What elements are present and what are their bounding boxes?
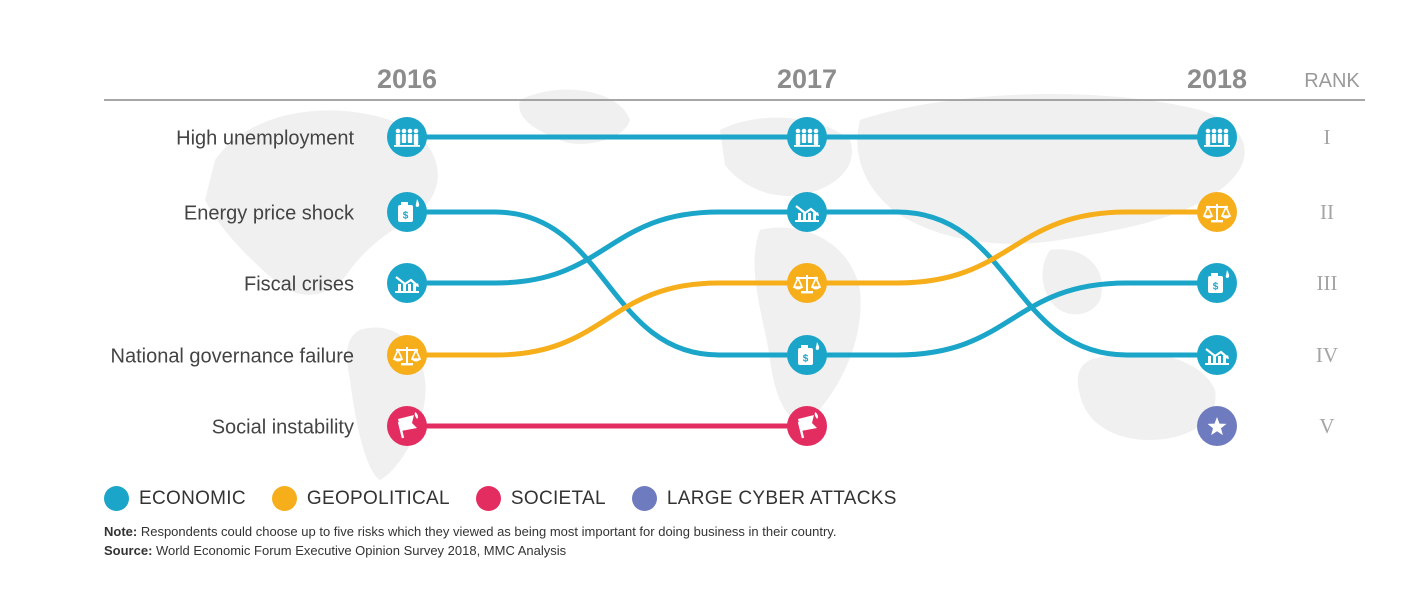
series-line bbox=[804, 280, 1220, 358]
series-marker: $ bbox=[387, 192, 427, 232]
fuel-can-icon: $ bbox=[1208, 270, 1230, 293]
series-marker bbox=[387, 263, 427, 303]
legend: ECONOMIC GEOPOLITICAL SOCIETAL LARGE CYB… bbox=[104, 486, 923, 511]
rank-header: RANK bbox=[1304, 70, 1360, 92]
series-marker bbox=[787, 263, 827, 303]
rank-numeral: II bbox=[1320, 200, 1334, 224]
year-label-2017: 2017 bbox=[777, 64, 837, 94]
legend-item-societal: SOCIETAL bbox=[475, 486, 606, 511]
series-marker bbox=[387, 406, 427, 446]
series-marker bbox=[787, 192, 827, 232]
legend-swatch-economic bbox=[104, 486, 129, 511]
series-line bbox=[404, 280, 810, 358]
scales-icon bbox=[792, 275, 822, 294]
source-line: Source: World Economic Forum Executive O… bbox=[104, 541, 836, 560]
legend-label-societal: SOCIETAL bbox=[510, 487, 606, 509]
series-lines bbox=[404, 134, 1220, 429]
bank-decline-icon bbox=[1205, 348, 1229, 365]
series-marker: $ bbox=[787, 335, 827, 375]
series-line bbox=[804, 209, 1220, 358]
svg-text:$: $ bbox=[803, 354, 809, 365]
scales-icon bbox=[1202, 204, 1232, 223]
row-label: National governance failure bbox=[111, 345, 355, 367]
series-marker bbox=[387, 335, 427, 375]
row-label: Energy price shock bbox=[184, 202, 355, 224]
rank-numeral: III bbox=[1317, 271, 1338, 295]
chart-header: 2016 2017 2018 RANK bbox=[104, 64, 1365, 101]
legend-label-geopolitical: GEOPOLITICAL bbox=[306, 487, 450, 509]
note-text: Respondents could choose up to five risk… bbox=[137, 524, 837, 539]
series-line bbox=[404, 209, 810, 358]
people-icon bbox=[1204, 128, 1230, 147]
row-label: Social instability bbox=[212, 416, 354, 438]
bank-decline-icon bbox=[395, 276, 419, 293]
svg-text:$: $ bbox=[403, 211, 409, 222]
people-icon bbox=[794, 128, 820, 147]
series-marker bbox=[1197, 117, 1237, 157]
fuel-can-icon: $ bbox=[398, 199, 420, 222]
legend-item-geopolitical: GEOPOLITICAL bbox=[271, 486, 450, 511]
series-line bbox=[404, 209, 810, 286]
legend-item-economic: ECONOMIC bbox=[104, 486, 246, 511]
series-marker bbox=[787, 117, 827, 157]
risk-labels: High unemployment Energy price shock Fisca… bbox=[111, 125, 1339, 438]
legend-label-economic: ECONOMIC bbox=[139, 487, 246, 509]
row-label: Fiscal crises bbox=[244, 273, 354, 295]
rank-numeral: IV bbox=[1316, 343, 1338, 367]
series-marker bbox=[1197, 406, 1237, 446]
year-label-2018: 2018 bbox=[1187, 64, 1247, 94]
note-label: Note: bbox=[104, 524, 138, 539]
scales-icon bbox=[392, 347, 422, 366]
note-line: Note: Respondents could choose up to fiv… bbox=[104, 522, 836, 541]
legend-swatch-societal bbox=[475, 486, 501, 511]
legend-item-cyber: LARGE CYBER ATTACKS bbox=[631, 486, 897, 511]
series-line bbox=[804, 209, 1220, 286]
protest-flag-icon bbox=[397, 412, 419, 439]
svg-text:$: $ bbox=[1213, 282, 1219, 293]
series-marker bbox=[787, 406, 827, 446]
rank-numeral: I bbox=[1324, 125, 1331, 149]
protest-flag-icon bbox=[797, 412, 819, 439]
marker-circle bbox=[387, 117, 427, 157]
star-icon bbox=[1207, 417, 1227, 436]
marker-circle bbox=[787, 117, 827, 157]
source-text: World Economic Forum Executive Opinion S… bbox=[152, 543, 567, 558]
bump-chart-svg: 2016 2017 2018 RANK High unemployment Energy… bbox=[104, 64, 1365, 480]
row-label: High unemployment bbox=[176, 127, 354, 149]
marker-circle bbox=[1197, 117, 1237, 157]
year-label-2016: 2016 bbox=[377, 64, 437, 94]
source-label: Source: bbox=[104, 543, 153, 558]
fuel-can-icon: $ bbox=[798, 342, 820, 365]
bank-decline-icon bbox=[795, 205, 819, 222]
series-marker: $ bbox=[1197, 263, 1237, 303]
legend-swatch-geopolitical bbox=[271, 486, 297, 511]
series-markers: $ $ $ bbox=[387, 117, 1237, 446]
footnotes: Note: Respondents could choose up to fiv… bbox=[104, 522, 836, 560]
rank-numeral: V bbox=[1319, 414, 1334, 438]
series-marker bbox=[387, 117, 427, 157]
series-marker bbox=[1197, 335, 1237, 375]
legend-swatch-cyber bbox=[631, 486, 657, 511]
people-icon bbox=[394, 128, 420, 147]
series-marker bbox=[1197, 192, 1237, 232]
legend-label-cyber: LARGE CYBER ATTACKS bbox=[666, 487, 897, 509]
